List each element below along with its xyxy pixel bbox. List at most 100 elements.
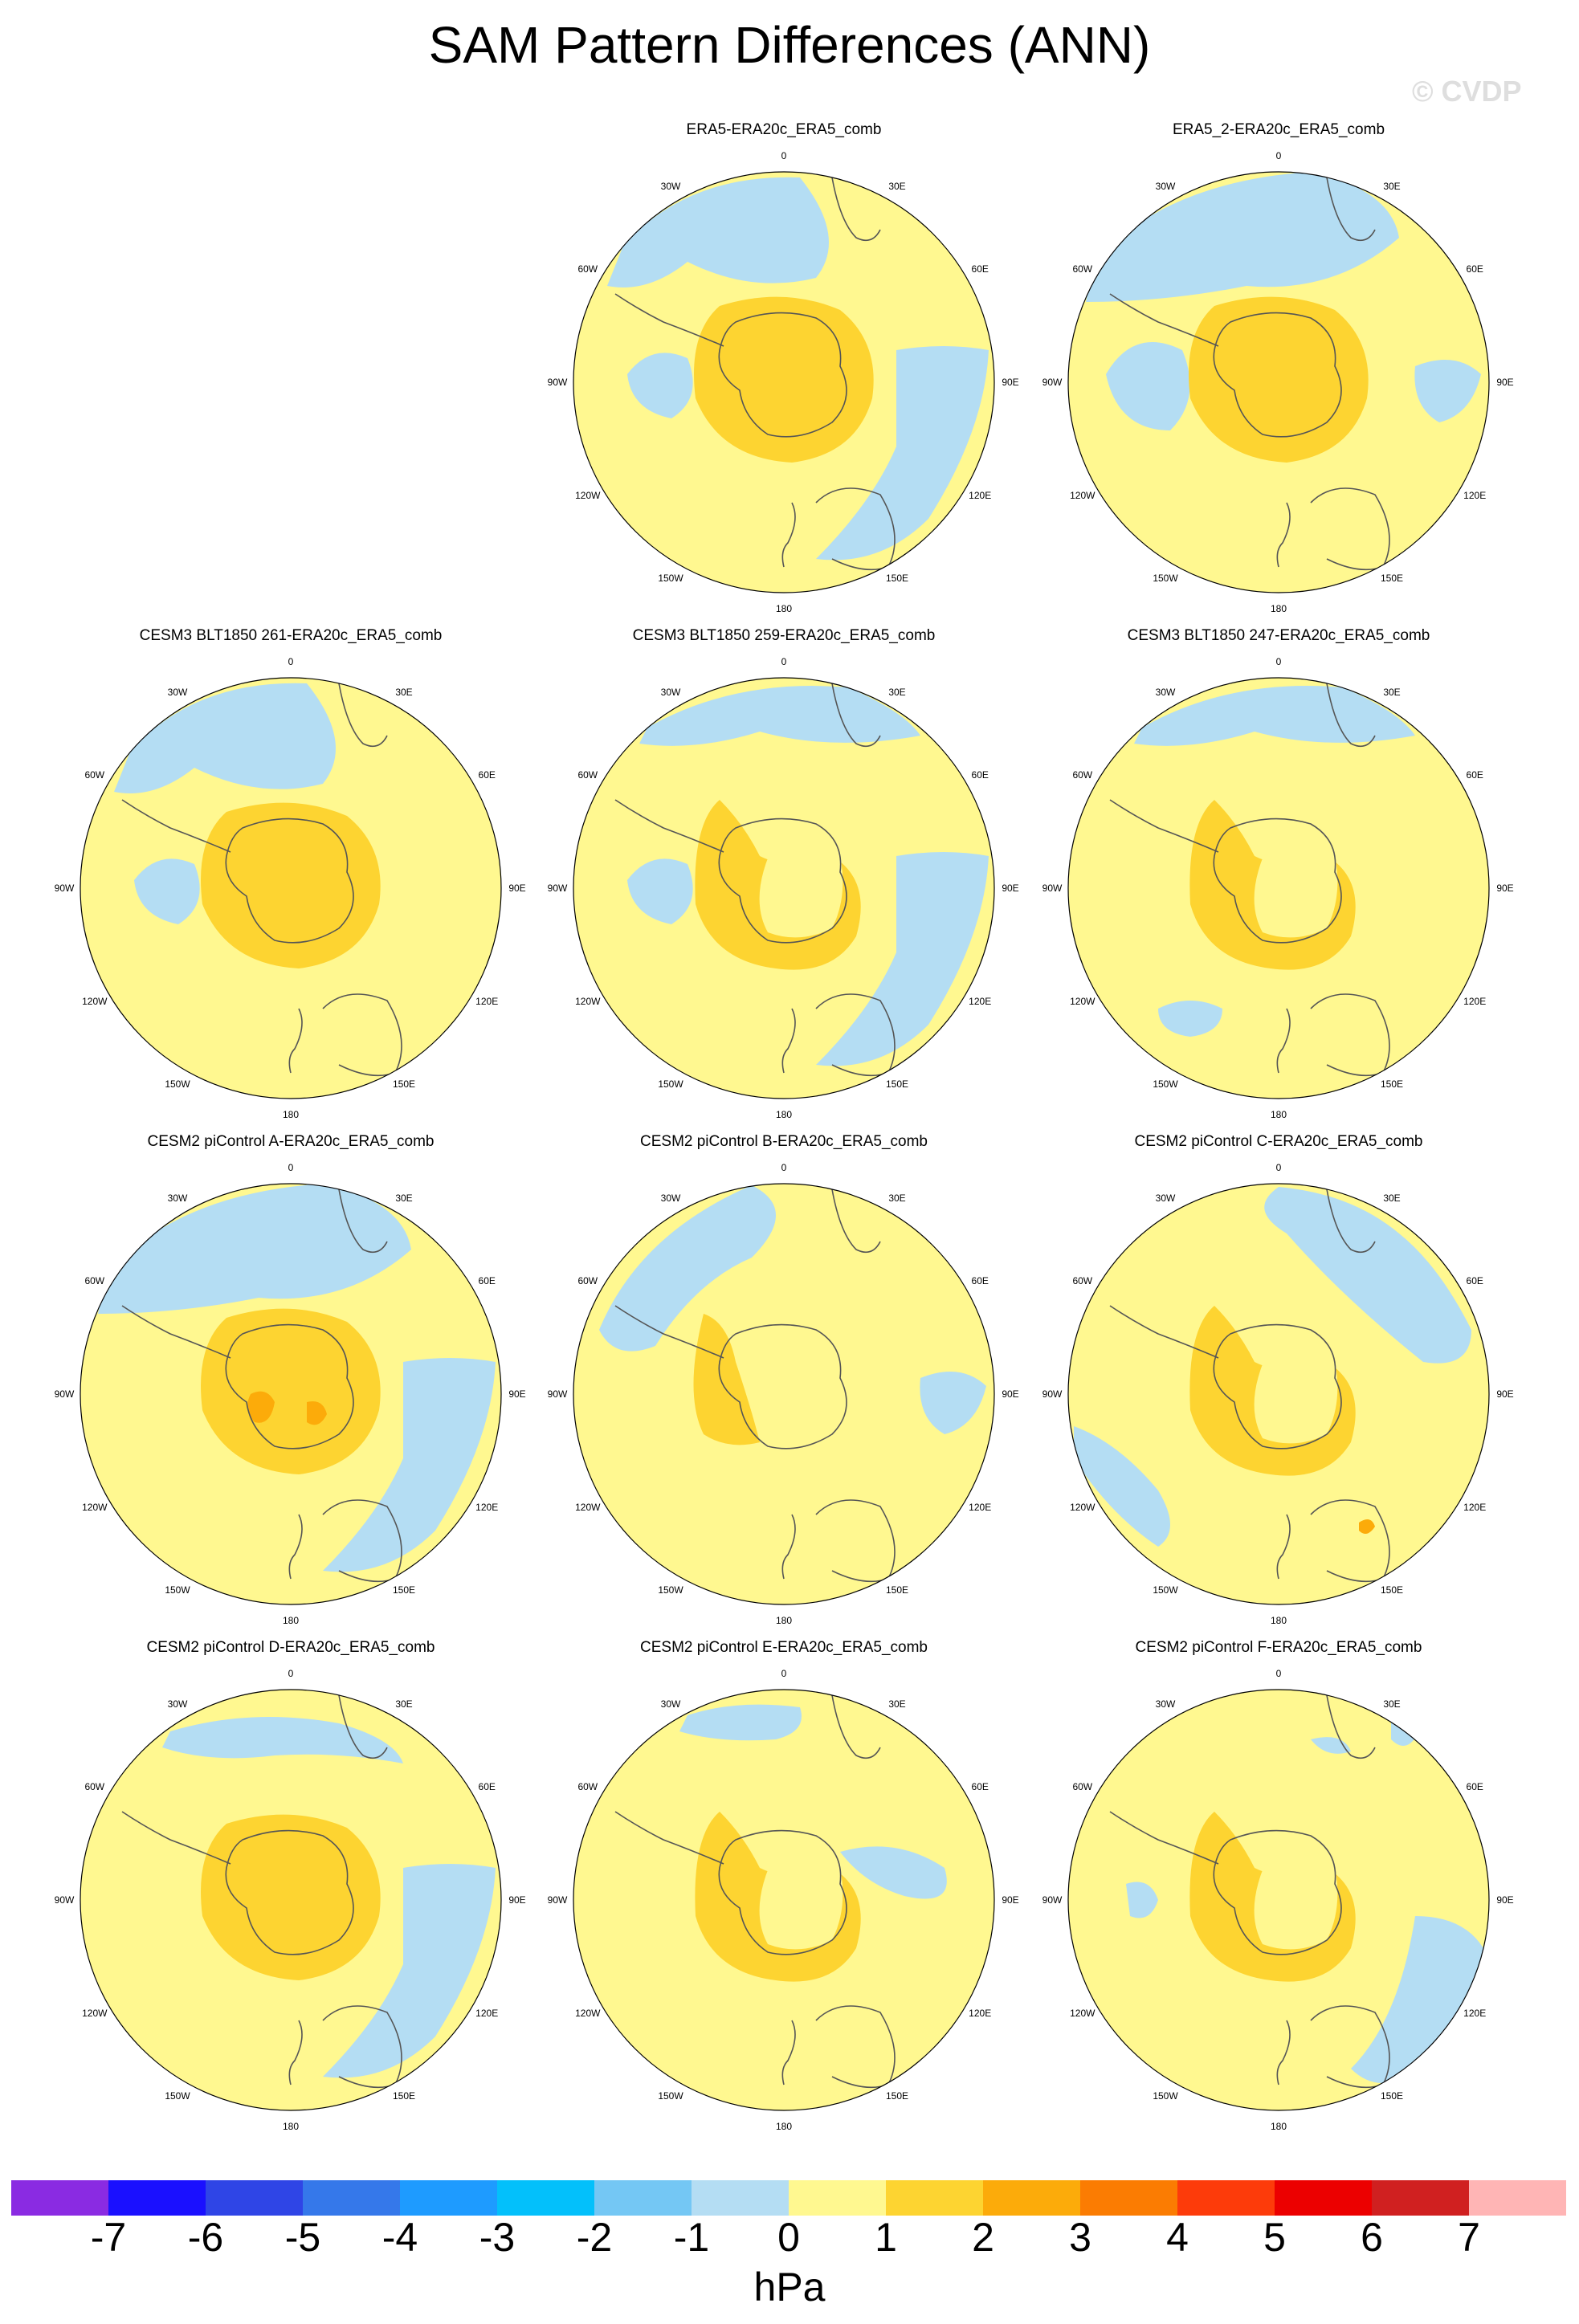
map-boundary (573, 171, 995, 593)
polar-map: 0 30E 60E 90E 120E 150E 180 150W 120W 90W 60W 30W (55, 1668, 526, 2132)
map-panel-title: CESM3 BLT1850 261-ERA20c_ERA5_comb (139, 627, 443, 644)
longitude-label: 30W (168, 1698, 188, 1710)
longitude-label: 120E (475, 996, 498, 1007)
contour-region-pale-center (1254, 1343, 1338, 1444)
longitude-label: 60E (479, 1781, 496, 1792)
longitude-label: 60W (1072, 263, 1092, 275)
coastline (225, 1323, 354, 1449)
coastline (121, 799, 231, 853)
map-panel-title: CESM2 piControl A-ERA20c_ERA5_comb (147, 1133, 435, 1150)
map-boundary (80, 677, 502, 1099)
contour-region-pale-center (759, 1343, 843, 1444)
contour-region-blue-right-edge (816, 346, 989, 561)
longitude-label: 150E (393, 1078, 415, 1090)
longitude-label: 120E (969, 1502, 991, 1513)
longitude-label: 150W (165, 1078, 190, 1090)
colorbar-tick-label: -7 (90, 2215, 127, 2260)
longitude-label: 90E (508, 1388, 525, 1400)
map-boundary (80, 1183, 502, 1605)
longitude-label: 120W (1070, 490, 1096, 501)
coastline (338, 1694, 388, 1759)
contour-region-blue-left (627, 353, 693, 418)
longitude-label: 60E (1467, 1781, 1483, 1792)
coastline (718, 1829, 847, 1955)
longitude-label: 120E (969, 2008, 991, 2019)
coastline (1109, 1305, 1219, 1359)
colorbar-tick-label: 6 (1361, 2215, 1383, 2260)
longitude-label: 150E (393, 1584, 415, 1596)
coastline (1213, 1829, 1342, 1955)
coastline (718, 312, 847, 438)
longitude-label: 60W (84, 769, 104, 781)
longitude-label: 180 (776, 1615, 792, 1626)
longitude-label: 90W (1042, 377, 1063, 388)
coastline (614, 293, 724, 347)
coastline (1276, 1008, 1291, 1074)
longitude-label: 180 (776, 603, 792, 614)
longitude-label: 150W (165, 1584, 190, 1596)
contour-region-atl-blue-wide (1086, 172, 1399, 302)
cvdp-watermark: © CVDP (1412, 75, 1522, 108)
contour-region-pale-center (759, 1849, 843, 1950)
longitude-label: 120W (1070, 2008, 1096, 2019)
map-panel-title: CESM3 BLT1850 247-ERA20c_ERA5_comb (1127, 627, 1430, 644)
longitude-label: 60E (479, 769, 496, 781)
map-panel-title: CESM3 BLT1850 259-ERA20c_ERA5_comb (632, 627, 936, 644)
coastline (781, 1514, 796, 1580)
longitude-label: 60E (972, 1275, 989, 1286)
colorbar-tick-labels: -7 -6 -5 -4 -3 -2 -1 0 1 2 3 4 5 6 7 (0, 2212, 1579, 2268)
contour-region-blue-right-edge (323, 1864, 496, 2078)
colorbar-tick-label: -1 (673, 2215, 710, 2260)
longitude-label: 90W (1042, 1894, 1063, 1906)
longitude-label: 30E (888, 1193, 905, 1204)
longitude-label: 120W (1070, 1502, 1096, 1513)
coastline (1213, 1323, 1342, 1449)
longitude-label: 30W (168, 1193, 188, 1204)
coastline (718, 1323, 847, 1449)
polar-map: 0 30E 60E 90E 120E 150E 180 150W 120W 90W 60W 30W (55, 1162, 526, 1626)
contour-region-blue-diagonal (1264, 1187, 1471, 1364)
coastline (322, 1499, 402, 1583)
longitude-label: 120W (82, 2008, 108, 2019)
map-panel: CESM3 BLT1850 259-ERA20c_ERA5_comb 0 30E 60… (548, 626, 1019, 1128)
longitude-label: 60W (577, 769, 598, 781)
longitude-label: 30E (1383, 1698, 1400, 1710)
longitude-label: 0 (781, 656, 787, 667)
longitude-label: 150E (393, 2090, 415, 2102)
longitude-label: 30E (1383, 687, 1400, 698)
coastline (815, 2005, 896, 2089)
longitude-label: 30W (661, 1193, 681, 1204)
coastline (614, 1811, 724, 1865)
colorbar (11, 2180, 1566, 2216)
longitude-label: 150W (1153, 1584, 1178, 1596)
map-boundary (573, 1183, 995, 1605)
contour-region-pale-center (759, 838, 843, 938)
longitude-label: 30W (661, 181, 681, 192)
colorbar-swatch (1080, 2180, 1177, 2216)
contour-region-core-full (201, 1308, 381, 1474)
longitude-label: 60E (479, 1275, 496, 1286)
contour-region-core-west-thin (693, 1314, 760, 1445)
map-boundary (573, 1689, 995, 2111)
longitude-label: 60W (84, 1275, 104, 1286)
longitude-label: 30E (1383, 181, 1400, 192)
longitude-label: 120W (82, 996, 108, 1007)
longitude-label: 90W (1042, 1388, 1063, 1400)
polar-map: 0 30E 60E 90E 120E 150E 180 150W 120W 90W 60W 30W (548, 656, 1019, 1120)
longitude-label: 60W (1072, 1275, 1092, 1286)
longitude-label: 0 (781, 1668, 787, 1679)
contour-region-pale-center (1254, 1849, 1338, 1950)
coastline (225, 817, 354, 944)
colorbar-tick-label: -3 (479, 2215, 516, 2260)
colorbar-swatch (1372, 2180, 1469, 2216)
coastline (1310, 487, 1390, 571)
longitude-label: 30W (1156, 1698, 1176, 1710)
colorbar-unit-label: hPa (753, 2265, 826, 2310)
longitude-label: 60E (1467, 769, 1483, 781)
figure-title: SAM Pattern Differences (ANN) (428, 16, 1151, 74)
longitude-label: 120E (475, 2008, 498, 2019)
contour-region-core-full (201, 1814, 381, 1980)
longitude-label: 180 (1271, 603, 1287, 614)
longitude-label: 180 (776, 1109, 792, 1120)
longitude-label: 30W (1156, 687, 1176, 698)
